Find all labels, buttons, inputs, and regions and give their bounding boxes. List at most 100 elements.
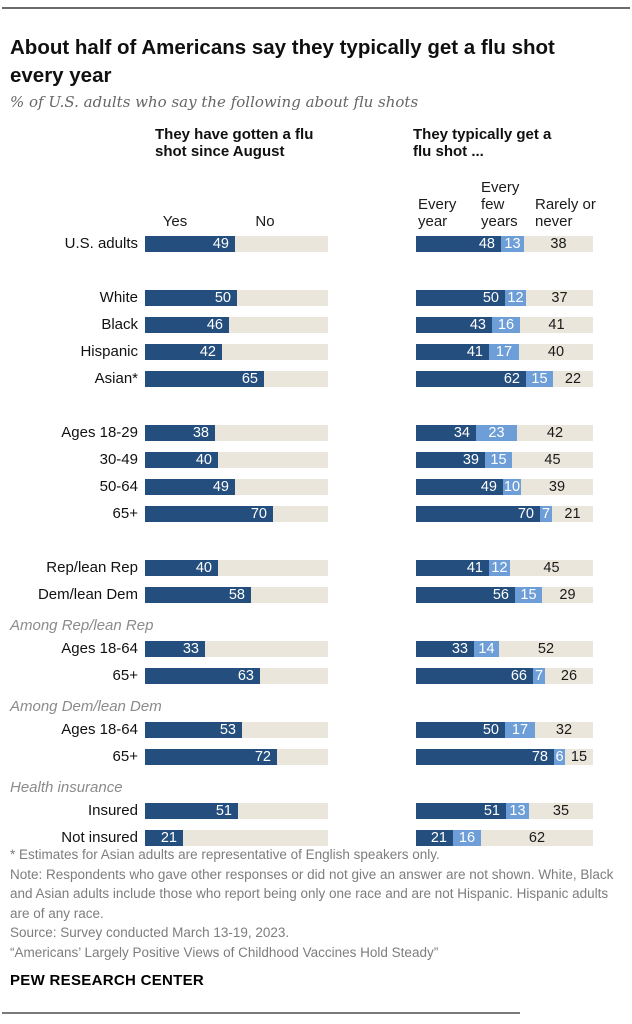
every-year-bar: 62 xyxy=(416,371,526,387)
bar-value: 40 xyxy=(547,344,565,360)
group-spacer xyxy=(10,533,622,560)
chart-title: About half of Americans say they typical… xyxy=(10,35,555,88)
bar-value: 51 xyxy=(483,803,500,819)
since-august-track: 58 xyxy=(145,587,328,603)
panel-gap xyxy=(328,641,416,657)
typically-track: 51 13 35 xyxy=(416,803,593,819)
group-spacer xyxy=(10,398,622,425)
every-year-bar: 48 xyxy=(416,236,501,252)
yes-bar: 65 xyxy=(145,371,264,387)
panel-gap xyxy=(328,425,416,441)
typically-track: 39 15 45 xyxy=(416,452,593,468)
top-rule xyxy=(2,7,630,9)
every-few-years-bar: 13 xyxy=(501,236,524,252)
typically-track: 41 12 45 xyxy=(416,560,593,576)
bar-value: 40 xyxy=(195,560,212,576)
bar-value: 49 xyxy=(212,479,229,495)
since-august-track: 51 xyxy=(145,803,328,819)
section-label: Among Dem/lean Dem xyxy=(10,698,162,715)
typically-track: 49 10 39 xyxy=(416,479,593,495)
yes-bar: 46 xyxy=(145,317,229,333)
every-few-years-bar: 17 xyxy=(489,344,519,360)
panel-gap xyxy=(328,587,416,603)
bar-value: 52 xyxy=(537,641,555,657)
bar-value: 23 xyxy=(488,425,505,441)
bar-value: 56 xyxy=(492,587,509,603)
bar-value: 12 xyxy=(491,560,508,576)
column-label-rarely-or-never: Rarely or never xyxy=(535,196,596,230)
row-label: Rep/lean Rep xyxy=(46,559,138,576)
typically-track: 21 16 62 xyxy=(416,830,593,846)
every-year-bar: 50 xyxy=(416,290,505,306)
chart-row: 65+ 70 70 7 21 xyxy=(10,506,622,533)
bar-value: 15 xyxy=(490,452,507,468)
since-august-track: 46 xyxy=(145,317,328,333)
yes-bar: 38 xyxy=(145,425,215,441)
typically-track: 33 14 52 xyxy=(416,641,593,657)
bar-value: 39 xyxy=(548,479,566,495)
bar-value: 13 xyxy=(504,236,521,252)
rarely-or-never-area: 29 xyxy=(542,587,593,603)
row-label: 30-49 xyxy=(99,451,138,468)
typically-track: 78 6 15 xyxy=(416,749,593,765)
row-label: Asian* xyxy=(94,370,138,387)
every-year-bar: 34 xyxy=(416,425,476,441)
chart-row: 65+ 72 78 6 15 xyxy=(10,749,622,776)
bar-value: 78 xyxy=(531,749,548,765)
panel-gap xyxy=(328,371,416,387)
rarely-or-never-area: 22 xyxy=(553,371,593,387)
yes-bar: 40 xyxy=(145,560,218,576)
bar-value: 50 xyxy=(482,290,499,306)
since-august-track: 40 xyxy=(145,560,328,576)
bar-value: 42 xyxy=(546,425,564,441)
rarely-or-never-area: 35 xyxy=(529,803,593,819)
chart-subtitle: % of U.S. adults who say the following a… xyxy=(10,93,419,111)
since-august-track: 70 xyxy=(145,506,328,522)
bar-value: 26 xyxy=(560,668,578,684)
every-year-bar: 50 xyxy=(416,722,505,738)
pew-research-center-logo: PEW RESEARCH CENTER xyxy=(10,972,205,989)
since-august-track: 53 xyxy=(145,722,328,738)
yes-bar: 33 xyxy=(145,641,205,657)
section-row: Among Dem/lean Dem xyxy=(10,695,622,722)
since-august-track: 49 xyxy=(145,236,328,252)
bar-value: 43 xyxy=(469,317,486,333)
footnotes: * Estimates for Asian adults are represe… xyxy=(10,845,624,962)
since-august-track: 65 xyxy=(145,371,328,387)
panel-gap xyxy=(328,317,416,333)
typically-track: 41 17 40 xyxy=(416,344,593,360)
bar-value: 50 xyxy=(482,722,499,738)
bar-value: 15 xyxy=(520,587,537,603)
typically-track: 50 12 37 xyxy=(416,290,593,306)
yes-bar: 21 xyxy=(145,830,183,846)
bar-value: 17 xyxy=(495,344,513,360)
left-panel-header: They have gotten a flu shot since August xyxy=(155,126,314,160)
typically-track: 43 16 41 xyxy=(416,317,593,333)
bar-value: 7 xyxy=(541,506,551,522)
since-august-track: 63 xyxy=(145,668,328,684)
chart-row: Rep/lean Rep 40 41 12 45 xyxy=(10,560,622,587)
bar-value: 29 xyxy=(559,587,576,603)
chart-row: Black 46 43 16 41 xyxy=(10,317,622,344)
rarely-or-never-area: 21 xyxy=(552,506,593,522)
typically-track: 48 13 38 xyxy=(416,236,593,252)
bar-value: 17 xyxy=(511,722,529,738)
bar-value: 16 xyxy=(458,830,476,846)
typically-track: 50 17 32 xyxy=(416,722,593,738)
bar-value: 13 xyxy=(509,803,526,819)
panel-gap xyxy=(328,236,416,252)
row-label: White xyxy=(99,289,138,306)
bar-value: 62 xyxy=(528,830,546,846)
panel-gap xyxy=(328,506,416,522)
typically-track: 70 7 21 xyxy=(416,506,593,522)
bar-value: 21 xyxy=(160,830,177,846)
bar-value: 41 xyxy=(548,317,565,333)
bar-value: 34 xyxy=(453,425,470,441)
section-row: Health insurance xyxy=(10,776,622,803)
row-label: Insured xyxy=(87,802,138,819)
bar-value: 16 xyxy=(497,317,515,333)
section-label: Health insurance xyxy=(10,779,123,796)
every-year-bar: 70 xyxy=(416,506,540,522)
row-label: 65+ xyxy=(112,505,138,522)
